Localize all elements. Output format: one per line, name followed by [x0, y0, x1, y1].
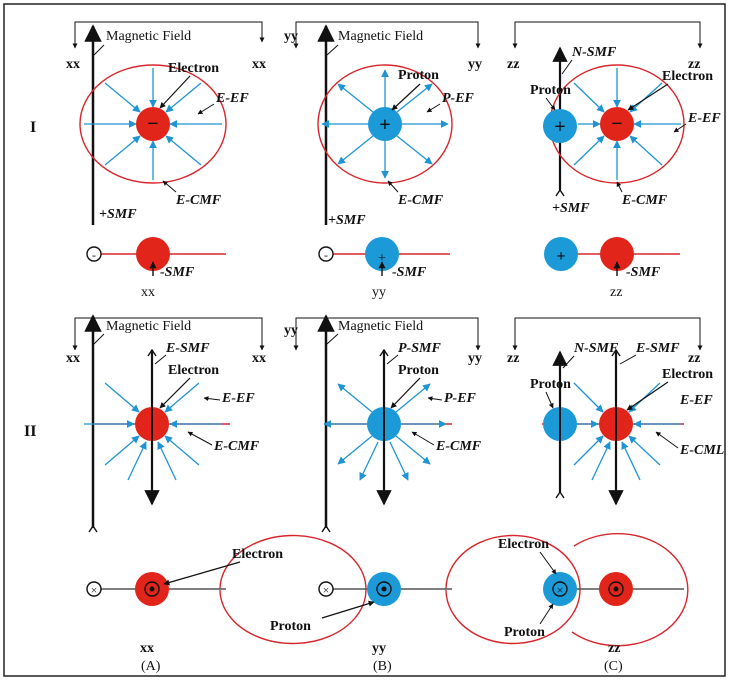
row-label-ii: II	[24, 423, 36, 440]
label-xx-left: xx	[66, 57, 80, 72]
row-label-i: I	[30, 119, 36, 136]
svg-text:Magnetic Field: Magnetic Field	[106, 319, 191, 334]
svg-text:+: +	[378, 251, 386, 266]
svg-text:+: +	[556, 248, 565, 265]
svg-text:P-EF: P-EF	[444, 391, 477, 406]
proton-particle-side	[365, 237, 399, 271]
caption-b: (B)	[373, 659, 392, 674]
panel-i-a-side: - -SMF xx	[86, 237, 226, 300]
label-magnetic-field: Magnetic Field	[106, 29, 191, 44]
panel-ii-c: zz zz N-SMF E-SMF Proton Electron E-EF E…	[507, 317, 724, 506]
svg-text:xx: xx	[66, 351, 80, 366]
electron-particle-side	[136, 237, 170, 271]
svg-text:yy: yy	[372, 641, 386, 656]
svg-text:yy: yy	[468, 351, 482, 366]
panel-i-c: zz zz N-SMF + − Proton Electron E-EF E-C…	[507, 21, 721, 216]
label-yy-right: yy	[468, 57, 482, 72]
svg-text:E-SMF: E-SMF	[635, 341, 680, 356]
svg-text:E-CML: E-CML	[679, 443, 724, 458]
svg-text:Electron: Electron	[232, 547, 283, 562]
panel-i-c-side: + -SMF zz	[544, 237, 680, 300]
label-n-smf: N-SMF	[571, 45, 617, 60]
svg-text:P-SMF: P-SMF	[398, 341, 441, 356]
panel-i-b: yy yy Magnetic Field + Proton P-EF E-CMF…	[284, 21, 482, 228]
svg-text:Proton: Proton	[270, 619, 311, 634]
svg-text:E-CMF: E-CMF	[213, 439, 260, 454]
panel-i-b-side: - + -SMF yy	[318, 237, 450, 300]
label-e-ef: E-EF	[215, 91, 249, 106]
electron-sign: −	[147, 113, 158, 135]
svg-text:×: ×	[323, 583, 330, 597]
panel-ii-a: xx xx Magnetic Field E-SMF Electron E-EF…	[66, 314, 266, 533]
svg-text:yy: yy	[284, 323, 298, 338]
svg-text:zz: zz	[507, 351, 519, 366]
label-e-cmf: E-CMF	[175, 193, 222, 208]
label-zz-left: zz	[507, 57, 519, 72]
svg-text:xx: xx	[140, 641, 154, 656]
panel-ii-b-side: × Proton yy (B)	[270, 534, 581, 674]
label-minus-smf: -SMF	[160, 265, 195, 280]
svg-text:zz: zz	[608, 641, 620, 656]
label-electron: Electron	[662, 69, 713, 84]
label-zz-right: zz	[688, 57, 700, 72]
svg-text:E-SMF: E-SMF	[165, 341, 210, 356]
label-plus-smf: +SMF	[99, 207, 137, 222]
label-electron: Electron	[168, 61, 219, 76]
svg-text:-: -	[324, 248, 328, 262]
svg-text:xx: xx	[252, 351, 266, 366]
label-e-cmf: E-CMF	[621, 193, 668, 208]
label-p-ef: P-EF	[442, 91, 475, 106]
svg-text:E-CMF: E-CMF	[435, 439, 482, 454]
label-plus-smf: +SMF	[328, 213, 366, 228]
label-proton: Proton	[530, 83, 571, 98]
label-e-cmf: E-CMF	[397, 193, 444, 208]
svg-text:Electron: Electron	[168, 363, 219, 378]
p-cmf-circle	[317, 64, 453, 184]
svg-text:E-EF: E-EF	[221, 391, 255, 406]
label-yy-left: yy	[284, 29, 298, 44]
label-xx-bottom: xx	[141, 285, 155, 300]
svg-text:+: +	[554, 116, 565, 138]
e-cmf-circle	[79, 64, 227, 184]
electron-particle	[136, 107, 170, 141]
svg-text:Proton: Proton	[530, 377, 571, 392]
svg-text:Electron: Electron	[662, 367, 713, 382]
svg-text:-SMF: -SMF	[392, 265, 427, 280]
svg-text:N-SMF: N-SMF	[573, 341, 619, 356]
label-magnetic-field: Magnetic Field	[338, 29, 423, 44]
smf-out-symbol	[86, 246, 102, 262]
label-e-ef: E-EF	[687, 111, 721, 126]
svg-text:zz: zz	[688, 351, 700, 366]
figure-border	[3, 3, 726, 677]
svg-text:Magnetic Field: Magnetic Field	[338, 319, 423, 334]
svg-text:Proton: Proton	[504, 625, 545, 640]
electron-particle	[600, 107, 634, 141]
svg-text:×: ×	[91, 583, 98, 597]
svg-text:-: -	[92, 248, 96, 262]
panel-ii-b: yy yy Magnetic Field P-SMF Proton P-EF E…	[284, 314, 482, 533]
svg-text:Proton: Proton	[398, 363, 439, 378]
proton-sign: +	[379, 114, 390, 136]
svg-text:Electron: Electron	[498, 537, 549, 552]
caption-c: (C)	[604, 659, 623, 674]
proton-particle	[543, 109, 577, 143]
svg-text:yy: yy	[372, 285, 386, 300]
svg-text:zz: zz	[610, 285, 622, 300]
panel-i-a: xx xx Magnetic Field − Electron E-EF E-C…	[66, 21, 266, 225]
svg-text:E-EF: E-EF	[679, 393, 713, 408]
label-plus-smf: +SMF	[552, 201, 590, 216]
proton-particle	[368, 107, 402, 141]
label-proton: Proton	[398, 68, 439, 83]
svg-text:×: ×	[557, 583, 564, 597]
caption-a: (A)	[141, 659, 161, 674]
panel-ii-a-side: × Electron xx (A)	[86, 534, 367, 674]
field-arrows-inward	[84, 68, 222, 180]
svg-text:−: −	[611, 113, 622, 135]
label-xx-right: xx	[252, 57, 266, 72]
panel-ii-c-side: × Electron Proton zz (C)	[498, 532, 689, 674]
field-arrows-outward	[321, 69, 449, 179]
svg-text:-SMF: -SMF	[626, 265, 661, 280]
